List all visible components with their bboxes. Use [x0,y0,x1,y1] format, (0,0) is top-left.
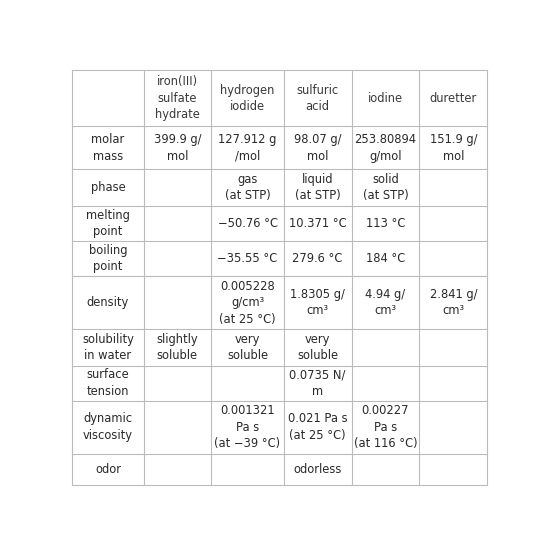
Text: solid
(at STP): solid (at STP) [363,173,408,202]
Text: 2.841 g/
cm³: 2.841 g/ cm³ [430,288,477,317]
Text: duretter: duretter [430,92,477,105]
Text: surface
tension: surface tension [87,368,129,398]
Text: liquid
(at STP): liquid (at STP) [295,173,341,202]
Text: 399.9 g/
mol: 399.9 g/ mol [153,133,201,163]
Text: −35.55 °C: −35.55 °C [217,252,278,265]
Text: 0.001321
Pa s
(at −39 °C): 0.001321 Pa s (at −39 °C) [215,404,281,450]
Text: 4.94 g/
cm³: 4.94 g/ cm³ [365,288,406,317]
Text: odorless: odorless [293,463,342,476]
Text: molar
mass: molar mass [91,133,124,163]
Text: 184 °C: 184 °C [366,252,405,265]
Text: 98.07 g/
mol: 98.07 g/ mol [294,133,341,163]
Text: very
soluble: very soluble [227,333,268,362]
Text: boiling
point: boiling point [89,244,127,273]
Text: sulfuric
acid: sulfuric acid [296,84,339,113]
Text: dynamic
viscosity: dynamic viscosity [83,412,133,442]
Text: density: density [87,296,129,309]
Text: 0.005228
g/cm³
(at 25 °C): 0.005228 g/cm³ (at 25 °C) [219,279,276,326]
Text: phase: phase [91,181,126,194]
Text: 10.371 °C: 10.371 °C [289,217,347,230]
Text: 151.9 g/
mol: 151.9 g/ mol [430,133,477,163]
Text: very
soluble: very soluble [297,333,338,362]
Text: 253.80894
g/mol: 253.80894 g/mol [354,133,417,163]
Text: melting
point: melting point [86,209,130,238]
Text: iron(III)
sulfate
hydrate: iron(III) sulfate hydrate [155,75,200,122]
Text: 0.0735 N/
m: 0.0735 N/ m [289,368,346,398]
Text: gas
(at STP): gas (at STP) [224,173,270,202]
Text: 127.912 g
/mol: 127.912 g /mol [218,133,277,163]
Text: 113 °C: 113 °C [366,217,405,230]
Text: solubility
in water: solubility in water [82,333,134,362]
Text: iodine: iodine [368,92,403,105]
Text: slightly
soluble: slightly soluble [157,333,198,362]
Text: 1.8305 g/
cm³: 1.8305 g/ cm³ [290,288,345,317]
Text: hydrogen
iodide: hydrogen iodide [221,84,275,113]
Text: 0.021 Pa s
(at 25 °C): 0.021 Pa s (at 25 °C) [288,412,347,442]
Text: −50.76 °C: −50.76 °C [217,217,277,230]
Text: 279.6 °C: 279.6 °C [293,252,343,265]
Text: 0.00227
Pa s
(at 116 °C): 0.00227 Pa s (at 116 °C) [354,404,417,450]
Text: odor: odor [95,463,121,476]
